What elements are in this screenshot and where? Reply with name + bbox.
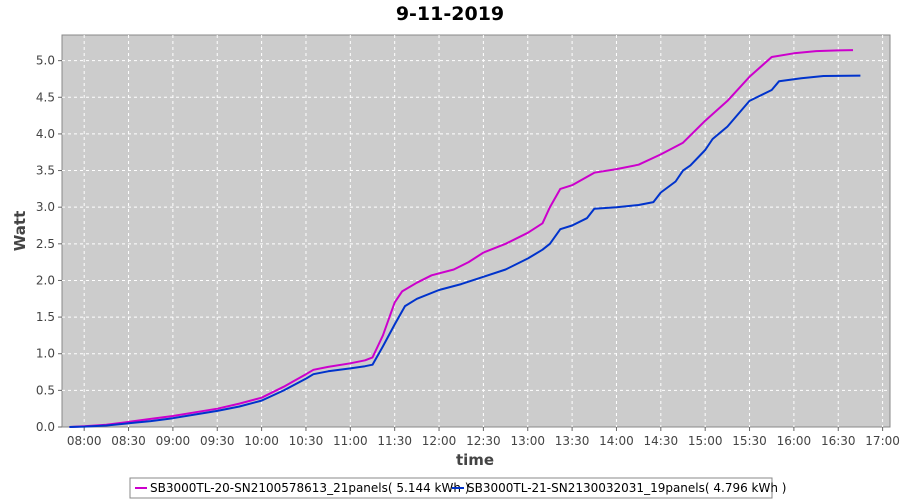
x-tick-label: 09:30 bbox=[200, 434, 235, 448]
x-tick-label: 16:00 bbox=[777, 434, 812, 448]
x-tick-label: 17:00 bbox=[865, 434, 900, 448]
legend-label-2: SB3000TL-21-SN2130032031_19panels( 4.796… bbox=[467, 481, 786, 495]
series-line-1 bbox=[69, 49, 854, 428]
y-tick-label: 0.0 bbox=[36, 420, 55, 434]
x-tick-label: 14:00 bbox=[599, 434, 634, 448]
y-tick-label: 2.0 bbox=[36, 273, 55, 287]
y-axis: 0.0 0.5 1.0 1.5 2.0 2.5 3.0 3.5 4.0 4.5 5.0 bbox=[36, 54, 62, 434]
series-line-2 bbox=[69, 74, 861, 428]
x-tick-label: 08:00 bbox=[67, 434, 102, 448]
x-tick-label: 11:30 bbox=[377, 434, 412, 448]
y-tick-label: 5.0 bbox=[36, 54, 55, 68]
x-tick-label: 09:00 bbox=[156, 434, 191, 448]
grid-lines bbox=[62, 35, 890, 427]
chart-title: 9-11-2019 bbox=[396, 3, 504, 25]
y-tick-label: 3.0 bbox=[36, 200, 55, 214]
x-tick-label: 08:30 bbox=[111, 434, 146, 448]
x-tick-label: 10:00 bbox=[244, 434, 279, 448]
legend-label-1: SB3000TL-20-SN2100578613_21panels( 5.144… bbox=[150, 481, 469, 495]
x-tick-label: 15:00 bbox=[688, 434, 723, 448]
x-axis-label: time bbox=[456, 451, 494, 469]
y-axis-label: Watt bbox=[11, 211, 29, 251]
x-tick-label: 13:30 bbox=[555, 434, 590, 448]
x-tick-label: 16:30 bbox=[821, 434, 856, 448]
y-tick-label: 4.5 bbox=[36, 90, 55, 104]
x-tick-label: 11:00 bbox=[333, 434, 368, 448]
x-tick-label: 10:30 bbox=[289, 434, 324, 448]
y-tick-label: 2.5 bbox=[36, 237, 55, 251]
x-tick-label: 12:30 bbox=[466, 434, 501, 448]
y-tick-label: 3.5 bbox=[36, 164, 55, 178]
y-tick-label: 4.0 bbox=[36, 127, 55, 141]
x-tick-label: 12:00 bbox=[422, 434, 457, 448]
legend-box bbox=[129, 477, 773, 499]
legend: SB3000TL-20-SN2100578613_21panels( 5.144… bbox=[129, 477, 786, 499]
series-lines bbox=[69, 49, 861, 428]
x-tick-label: 15:30 bbox=[732, 434, 767, 448]
x-axis: 08:00 08:30 09:00 09:30 10:00 10:30 11:00 11:30… bbox=[67, 427, 900, 448]
x-tick-label: 14:30 bbox=[644, 434, 679, 448]
plot-area: 0.00.51.01.52.02.53.03.54.04.55.0 08:00 0… bbox=[36, 34, 900, 448]
y-tick-label: 1.5 bbox=[36, 310, 55, 324]
y-tick-label: 1.0 bbox=[36, 347, 55, 361]
y-tick-label: 0.5 bbox=[36, 383, 55, 397]
x-tick-label: 13:00 bbox=[510, 434, 545, 448]
